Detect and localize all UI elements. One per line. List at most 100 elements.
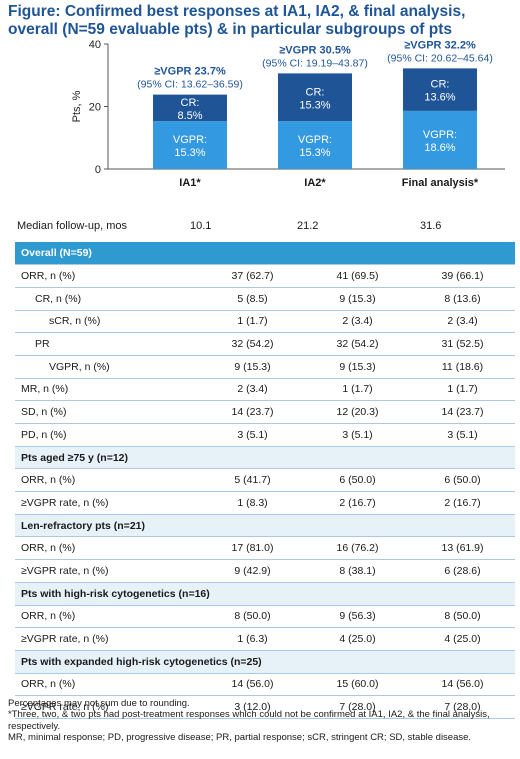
followup-value-ia1: 10.1 <box>190 220 212 232</box>
cell-value: 15 (60.0) <box>305 673 410 697</box>
table-row: ORR, n (%) 14 (56.0) 15 (60.0) 14 (56.0) <box>15 673 515 697</box>
row-label: ≥VGPR rate, n (%) <box>15 627 200 651</box>
x-category-label: IA2* <box>304 177 326 189</box>
table-row: ORR, n (%) 8 (50.0) 9 (56.3) 8 (50.0) <box>15 605 515 629</box>
segment-label: CR: <box>306 86 325 98</box>
bar-segment-vgpr <box>278 121 352 169</box>
cell-value: 4 (25.0) <box>410 627 515 651</box>
followup-label: Median follow-up, mos <box>17 220 128 232</box>
y-tick-label: 20 <box>89 102 101 114</box>
cell-value: 8 (50.0) <box>410 605 515 629</box>
cell-value: 12 (20.3) <box>305 400 410 424</box>
cell-value: 6 (50.0) <box>305 468 410 493</box>
cell-value: 32 (54.2) <box>200 332 305 356</box>
table-row: ORR, n (%) 5 (41.7) 6 (50.0) 6 (50.0) <box>15 468 515 493</box>
cell-value: 1 (1.7) <box>305 378 410 402</box>
figure-title: Figure: Confirmed best responses at IA1,… <box>8 3 466 38</box>
y-tick-label: 0 <box>95 164 101 176</box>
row-label: ≥VGPR rate, n (%) <box>15 491 200 515</box>
x-category-label: IA1* <box>179 177 201 189</box>
table-row: ≥VGPR rate, n (%) 1 (8.3) 2 (16.7) 2 (16.7) <box>15 491 515 515</box>
table-section-row: Pts aged ≥75 y (n=12) <box>15 446 515 470</box>
cell-value: 7 (28.0) <box>305 695 410 719</box>
segment-value: 13.6% <box>424 92 455 104</box>
table-header-row: Overall (N=59) <box>15 242 515 266</box>
table-section-row: Pts with high-risk cytogenetics (n=16) <box>15 582 515 606</box>
row-label: ≥VGPR rate, n (%) <box>15 559 200 583</box>
bar-segment-cr <box>403 68 477 111</box>
segment-value: 8.5% <box>177 110 202 122</box>
segment-label: VGPR: <box>173 134 207 146</box>
cell-value: 8 (38.1) <box>305 559 410 583</box>
row-label: CR, n (%) <box>15 287 200 311</box>
row-label: ≥VGPR rate, n (%) <box>15 695 200 719</box>
cell-value: 1 (1.7) <box>200 310 305 334</box>
table-row: PR 32 (54.2) 32 (54.2) 31 (52.5) <box>15 332 515 356</box>
section-label: Len-refractory pts (n=21) <box>15 514 515 538</box>
followup-value-final: 31.6 <box>420 220 442 232</box>
cell-value: 37 (62.7) <box>200 264 305 288</box>
cell-value: 2 (3.4) <box>410 310 515 334</box>
y-axis-label: Pts, % <box>71 90 83 122</box>
bar-segment-vgpr <box>403 110 477 169</box>
segment-value: 15.3% <box>299 147 330 159</box>
bar-annotation-headline: ≥VGPR 23.7% <box>154 66 226 78</box>
followup-value-ia2: 21.2 <box>297 220 319 232</box>
cell-value: 14 (56.0) <box>200 673 305 697</box>
cell-value: 9 (15.3) <box>305 355 410 379</box>
cell-value: 2 (16.7) <box>305 491 410 515</box>
cell-value: 31 (52.5) <box>410 332 515 356</box>
segment-label: CR: <box>431 79 450 91</box>
section-label: Overall (N=59) <box>15 242 515 266</box>
footnote-rounding: Percentages may not sum due to rounding. <box>8 698 190 709</box>
row-label: PD, n (%) <box>15 423 200 447</box>
cell-value: 2 (3.4) <box>200 378 305 402</box>
cell-value: 5 (8.5) <box>200 287 305 311</box>
cell-value: 4 (25.0) <box>305 627 410 651</box>
cell-value: 2 (3.4) <box>305 310 410 334</box>
footnote-abbreviations: MR, minimal response; PD, progressive di… <box>8 732 472 744</box>
bar-annotation-ci: (95% CI: 13.62–36.59) <box>137 79 243 91</box>
cell-value: 8 (50.0) <box>200 605 305 629</box>
cell-value: 3 (12.0) <box>200 695 305 719</box>
segment-value: 15.3% <box>299 99 330 111</box>
row-label: SD, n (%) <box>15 400 200 424</box>
row-label: ORR, n (%) <box>15 468 200 493</box>
table-section-row: Pts with expanded high-risk cytogenetics… <box>15 650 515 674</box>
cell-value: 3 (5.1) <box>410 423 515 447</box>
cell-value: 8 (13.6) <box>410 287 515 311</box>
segment-label: VGPR: <box>298 134 332 146</box>
cell-value: 41 (69.5) <box>305 264 410 288</box>
section-label: Pts with expanded high-risk cytogenetics… <box>15 650 515 674</box>
row-label: ORR, n (%) <box>15 264 200 288</box>
row-label: VGPR, n (%) <box>15 355 200 379</box>
y-tick-label: 40 <box>89 39 101 51</box>
response-table: Overall (N=59) ORR, n (%) 37 (62.7) 41 (69.… <box>15 242 515 719</box>
cell-value: 9 (15.3) <box>305 287 410 311</box>
table-row: ≥VGPR rate, n (%) 3 (12.0) 7 (28.0) 7 (28.0… <box>15 695 515 719</box>
table-row: ORR, n (%) 37 (62.7) 41 (69.5) 39 (66.1) <box>15 264 515 288</box>
footnote-asterisk: *Three, two, & two pts had post-treatmen… <box>8 709 490 732</box>
cell-value: 6 (50.0) <box>410 468 515 493</box>
cell-value: 2 (16.7) <box>410 491 515 515</box>
cell-value: 6 (28.6) <box>410 559 515 583</box>
cell-value: 7 (28.0) <box>410 695 515 719</box>
cell-value: 14 (56.0) <box>410 673 515 697</box>
table-row: sCR, n (%) 1 (1.7) 2 (3.4) 2 (3.4) <box>15 310 515 334</box>
cell-value: 9 (42.9) <box>200 559 305 583</box>
cell-value: 11 (18.6) <box>410 355 515 379</box>
cell-value: 1 (8.3) <box>200 491 305 515</box>
row-label: ORR, n (%) <box>15 536 200 561</box>
table-section-row: Len-refractory pts (n=21) <box>15 514 515 538</box>
cell-value: 5 (41.7) <box>200 468 305 493</box>
cell-value: 14 (23.7) <box>200 400 305 424</box>
bar-annotation-headline: ≥VGPR 32.2% <box>404 39 476 51</box>
cell-value: 9 (15.3) <box>200 355 305 379</box>
cell-value: 13 (61.9) <box>410 536 515 561</box>
segment-label: CR: <box>181 97 200 109</box>
bar-annotation-headline: ≥VGPR 30.5% <box>279 44 351 56</box>
segment-value: 15.3% <box>174 147 205 159</box>
x-category-label: Final analysis* <box>402 177 479 189</box>
table-row: ORR, n (%) 17 (81.0) 16 (76.2) 13 (61.9) <box>15 536 515 561</box>
